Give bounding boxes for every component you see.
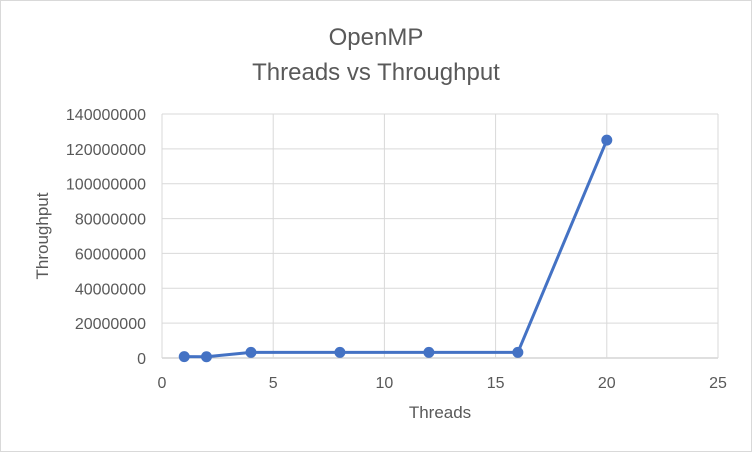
- series-line: [182, 138, 609, 359]
- y-axis-ticks: 0 20000000 40000000 60000000 80000000 1000000…: [66, 107, 146, 368]
- y-tick-label: 80000000: [75, 212, 146, 229]
- y-tick-label: 60000000: [75, 246, 146, 263]
- data-point: [200, 351, 212, 363]
- data-point: [512, 346, 524, 358]
- x-tick-label: 25: [709, 375, 727, 392]
- gridlines: [161, 113, 719, 359]
- data-point: [245, 346, 257, 358]
- y-tick-label: 140000000: [66, 107, 146, 124]
- y-tick-label: 120000000: [66, 142, 146, 159]
- chart-title-line-2: Threads vs Throughput: [252, 59, 500, 86]
- y-tick-label: 20000000: [75, 316, 146, 333]
- x-tick-label: 15: [487, 375, 505, 392]
- y-axis-title: Throughput: [33, 192, 52, 279]
- chart-title-line-1: OpenMP: [329, 24, 424, 51]
- y-tick-label: 40000000: [75, 281, 146, 298]
- data-point: [178, 351, 190, 363]
- data-point: [423, 346, 435, 358]
- x-tick-label: 5: [269, 375, 278, 392]
- data-point: [601, 134, 613, 146]
- y-tick-label: 0: [137, 351, 146, 368]
- y-tick-label: 100000000: [66, 177, 146, 194]
- x-axis-ticks: 0 5 10 15 20 25: [158, 375, 727, 392]
- x-tick-label: 20: [598, 375, 616, 392]
- data-point: [334, 346, 346, 358]
- x-axis-title: Threads: [409, 403, 471, 422]
- series-layer: [178, 134, 613, 363]
- x-tick-label: 0: [158, 375, 167, 392]
- x-tick-label: 10: [376, 375, 394, 392]
